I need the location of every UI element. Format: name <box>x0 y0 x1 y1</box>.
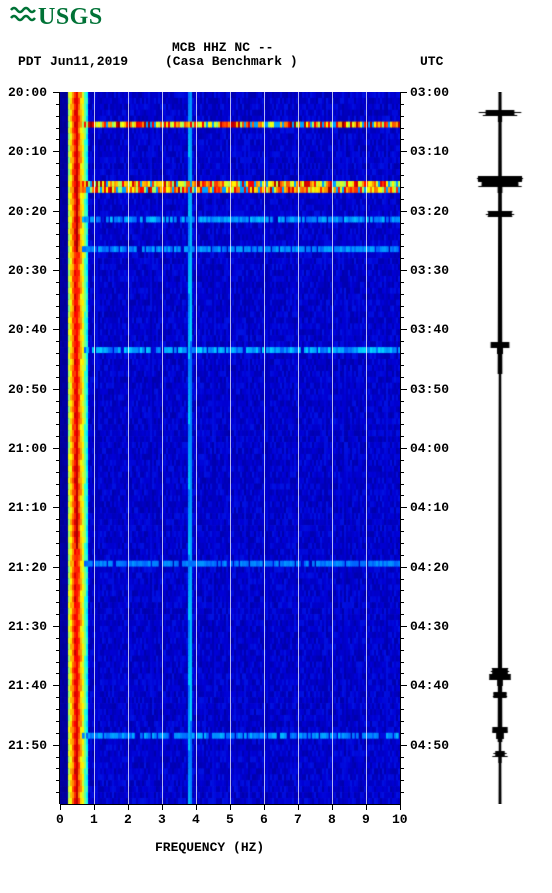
time-tick-label: 03:30 <box>410 263 449 278</box>
freq-tick-label: 2 <box>124 812 132 827</box>
time-tick-label: 20:10 <box>8 144 47 159</box>
freq-tick-label: 7 <box>294 812 302 827</box>
freq-tick-label: 5 <box>226 812 234 827</box>
time-tick-label: 04:10 <box>410 500 449 515</box>
time-tick-label: 03:00 <box>410 85 449 100</box>
freq-tick-label: 0 <box>56 812 64 827</box>
time-tick-label: 03:50 <box>410 382 449 397</box>
time-tick-label: 21:10 <box>8 500 47 515</box>
time-tick-label: 20:00 <box>8 85 47 100</box>
time-tick-label: 21:40 <box>8 678 47 693</box>
freq-tick-label: 8 <box>328 812 336 827</box>
plot-title-line2: (Casa Benchmark ) <box>165 54 298 69</box>
time-tick-label: 03:20 <box>410 204 449 219</box>
time-tick-label: 03:10 <box>410 144 449 159</box>
left-timezone: PDT <box>18 54 41 69</box>
time-tick-label: 03:40 <box>410 322 449 337</box>
time-tick-label: 21:00 <box>8 441 47 456</box>
freq-tick-label: 4 <box>192 812 200 827</box>
time-tick-label: 20:30 <box>8 263 47 278</box>
freq-tick-label: 1 <box>90 812 98 827</box>
freq-tick-label: 3 <box>158 812 166 827</box>
time-tick-label: 21:20 <box>8 560 47 575</box>
time-tick-label: 20:40 <box>8 322 47 337</box>
plot-date: Jun11,2019 <box>50 54 128 69</box>
time-tick-label: 04:20 <box>410 560 449 575</box>
time-tick-label: 04:30 <box>410 619 449 634</box>
time-tick-label: 20:20 <box>8 204 47 219</box>
freq-tick-label: 6 <box>260 812 268 827</box>
usgs-logo: USGS <box>10 4 103 31</box>
time-tick-label: 21:50 <box>8 738 47 753</box>
xaxis-label: FREQUENCY (HZ) <box>155 840 264 855</box>
freq-tick-label: 10 <box>392 812 408 827</box>
time-tick-label: 04:00 <box>410 441 449 456</box>
time-tick-label: 20:50 <box>8 382 47 397</box>
plot-title-line1: MCB HHZ NC -- <box>172 40 273 55</box>
seismogram-canvas <box>470 92 530 804</box>
time-tick-label: 21:30 <box>8 619 47 634</box>
right-timezone: UTC <box>420 54 443 69</box>
usgs-logo-text: USGS <box>38 4 103 30</box>
time-tick-label: 04:40 <box>410 678 449 693</box>
time-tick-label: 04:50 <box>410 738 449 753</box>
freq-tick-label: 9 <box>362 812 370 827</box>
